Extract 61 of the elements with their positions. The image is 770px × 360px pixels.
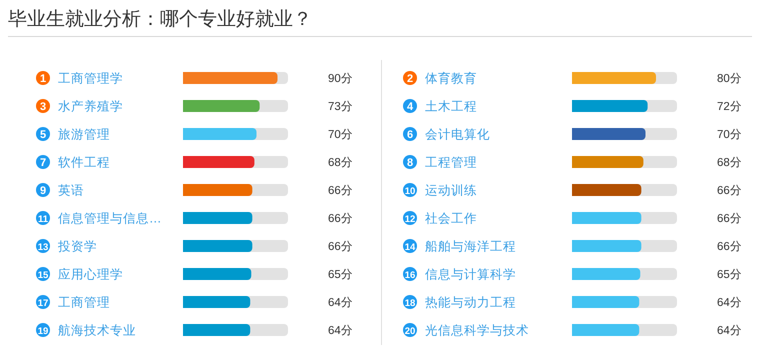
y-tick-label: 投资学 (57, 240, 97, 254)
rank-badge: 3 (36, 99, 50, 113)
rank-badge: 1 (36, 71, 50, 85)
y-tick-label: 英语 (58, 184, 84, 198)
data-label: 64分 (328, 296, 353, 309)
y-tick-label: 信息与计算科学 (425, 268, 516, 282)
rank-badge: 12 (403, 211, 417, 225)
y-tick-label: 信息管理与信息… (58, 212, 162, 226)
data-label: 68分 (717, 156, 742, 169)
data-label: 70分 (328, 128, 353, 141)
data-label: 66分 (717, 184, 742, 197)
data-label: 70分 (717, 128, 742, 141)
data-label: 80分 (717, 72, 742, 85)
y-tick-label: 土木工程 (425, 100, 477, 114)
y-tick-label: 航海技术专业 (58, 324, 136, 338)
y-tick-label: 应用心理学 (58, 266, 123, 282)
data-label: 72分 (717, 100, 742, 113)
y-tick-label: 工商管理 (58, 296, 110, 310)
rank-badge: 14 (403, 239, 417, 253)
data-label: 66分 (328, 212, 353, 225)
data-label: 65分 (717, 268, 742, 281)
chart-title: 毕业生就业分析：哪个专业好就业？ (8, 8, 312, 32)
rank-badge: 2 (403, 71, 417, 85)
data-label: 68分 (328, 156, 353, 169)
rank-badge: 15 (36, 267, 50, 281)
rank-badge: 11 (36, 211, 50, 225)
data-label: 64分 (717, 296, 742, 309)
y-tick-label: 旅游管理 (58, 128, 110, 142)
rank-badge: 18 (403, 295, 417, 309)
rank-badge: 13 (36, 239, 50, 253)
rank-badge: 17 (36, 295, 50, 309)
y-tick-label: 水产养殖学 (58, 98, 123, 114)
y-tick-label: 运动训练 (425, 184, 477, 198)
data-label: 64分 (717, 324, 742, 337)
rank-badge: 6 (403, 127, 417, 141)
rank-badge: 8 (403, 155, 417, 169)
rank-badge: 20 (403, 323, 417, 337)
rank-badge: 5 (36, 127, 50, 141)
y-tick-label: 社会工作 (425, 212, 477, 226)
y-tick-label: 热能与动力工程 (425, 296, 516, 310)
data-label: 90分 (328, 72, 353, 85)
data-label: 66分 (717, 212, 742, 225)
y-tick-label: 工程管理 (425, 156, 477, 170)
y-tick-label: 工商管理学 (58, 72, 123, 86)
data-label: 73分 (328, 100, 353, 113)
data-label: 64分 (328, 324, 353, 337)
rank-badge: 19 (36, 323, 50, 337)
rank-badge: 4 (403, 99, 417, 113)
data-label: 66分 (328, 240, 353, 253)
rank-badge: 10 (403, 183, 417, 197)
y-tick-label: 会计电算化 (425, 128, 490, 142)
rank-badge: 16 (403, 267, 417, 281)
data-label: 65分 (328, 268, 353, 281)
data-label: 66分 (328, 184, 353, 197)
y-tick-label: 软件工程 (58, 156, 110, 170)
rank-badge: 7 (36, 155, 50, 169)
data-label: 66分 (717, 240, 742, 253)
y-tick-label: 光信息科学与技术 (425, 324, 529, 338)
y-tick-label: 体育教育 (425, 70, 477, 86)
y-tick-label: 船舶与海洋工程 (425, 240, 516, 254)
rank-badge: 9 (36, 183, 50, 197)
